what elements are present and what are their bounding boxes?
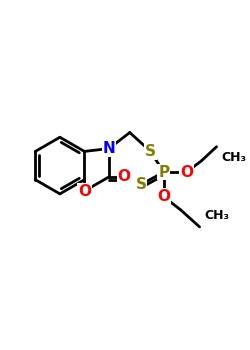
Text: O: O — [118, 169, 130, 184]
Text: S: S — [136, 177, 146, 192]
Text: CH₃: CH₃ — [204, 209, 229, 222]
Text: CH₃: CH₃ — [221, 152, 246, 164]
Text: O: O — [157, 189, 170, 204]
Text: S: S — [145, 144, 156, 159]
Text: P: P — [158, 164, 169, 180]
Text: O: O — [180, 164, 193, 180]
Text: N: N — [102, 141, 115, 156]
Text: O: O — [78, 183, 91, 198]
